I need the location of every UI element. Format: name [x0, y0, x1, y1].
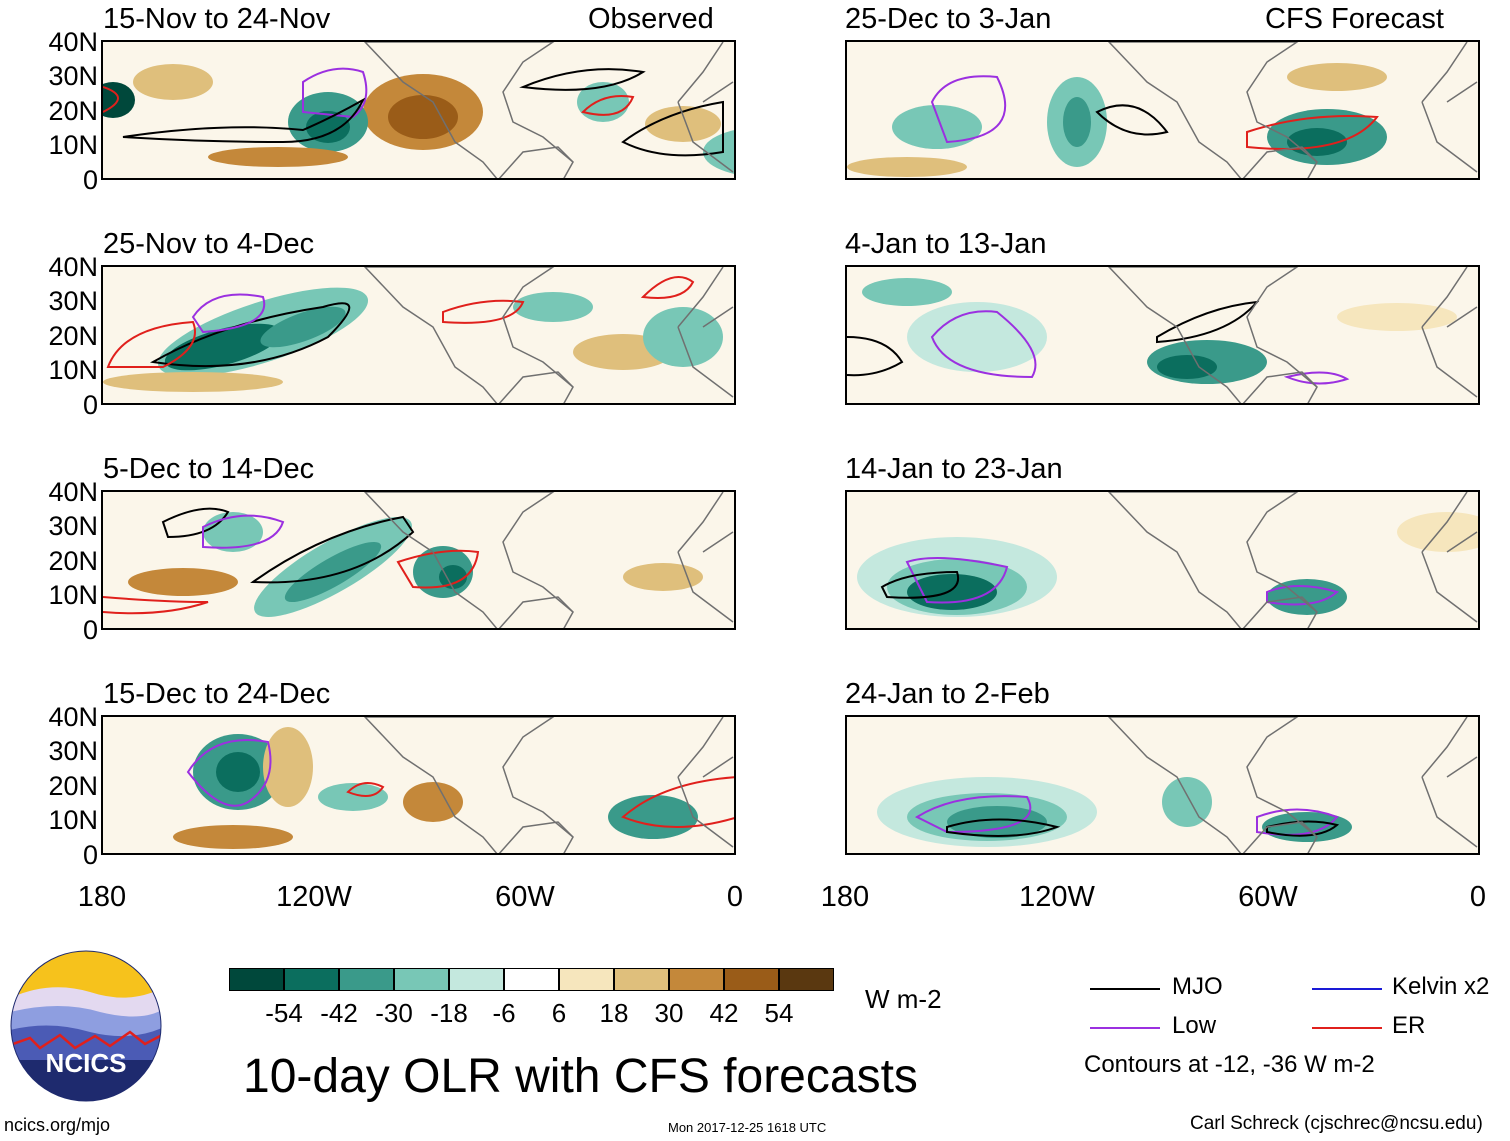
- lon-label-60w-left: 60W: [495, 881, 555, 913]
- colorbar-swatch-3: [394, 968, 449, 991]
- lat-label-r1-4: 0: [82, 165, 98, 195]
- map-panel-right-4: [845, 715, 1480, 855]
- lat-label-r4-1: 30N: [48, 736, 98, 766]
- lat-label-r1-1: 30N: [48, 61, 98, 91]
- logo-text: NCICS: [46, 1048, 127, 1078]
- lat-label-r3-4: 0: [82, 615, 98, 645]
- panel-title-right-4: 24-Jan to 2-Feb: [845, 678, 1050, 710]
- lon-label-120w-right: 120W: [1019, 881, 1095, 913]
- colorbar-label-4: -6: [492, 998, 516, 1028]
- lat-label-r4-0: 40N: [48, 702, 98, 732]
- lat-label-r2-1: 30N: [48, 286, 98, 316]
- panel-title-left-2: 25-Nov to 4-Dec: [103, 228, 315, 260]
- colorbar-swatch-6: [559, 968, 614, 991]
- panel-title-right-3: 14-Jan to 23-Jan: [845, 453, 1063, 485]
- panel-title-right-1: 25-Dec to 3-Jan: [845, 3, 1052, 35]
- lat-label-r3-1: 30N: [48, 511, 98, 541]
- map-panel-left-1: [101, 40, 736, 180]
- lon-label-180-right: 180: [820, 881, 870, 913]
- map-panel-left-4: [101, 715, 736, 855]
- panel-title-left-4: 15-Dec to 24-Dec: [103, 678, 331, 710]
- figure-title: 10-day OLR with CFS forecasts: [243, 1050, 918, 1103]
- legend-label-mjo: MJO: [1172, 973, 1223, 1000]
- lat-label-r3-0: 40N: [48, 477, 98, 507]
- units-label: W m-2: [865, 984, 942, 1014]
- legend-line-low: [1090, 1027, 1160, 1029]
- colorbar-swatch-4: [449, 968, 504, 991]
- lat-label-r2-0: 40N: [48, 252, 98, 282]
- map-panel-right-2: [845, 265, 1480, 405]
- lat-label-r1-0: 40N: [48, 27, 98, 57]
- cfs-forecast-label: CFS Forecast: [1265, 3, 1444, 35]
- timestamp: Mon 2017-12-25 1618 UTC: [668, 1120, 827, 1135]
- legend-line-er: [1312, 1027, 1382, 1029]
- lat-label-r1-3: 10N: [48, 130, 98, 160]
- colorbar-swatch-1: [284, 968, 339, 991]
- lat-label-r4-4: 0: [82, 840, 98, 870]
- lat-label-r2-2: 20N: [48, 321, 98, 351]
- colorbar-label-2: -30: [375, 998, 413, 1028]
- colorbar-swatch-5: [504, 968, 559, 991]
- legend-line-mjo: [1090, 988, 1160, 990]
- panel-title-right-2: 4-Jan to 13-Jan: [845, 228, 1047, 260]
- lat-label-r2-3: 10N: [48, 355, 98, 385]
- panel-title-left-1: 15-Nov to 24-Nov: [103, 3, 331, 35]
- lat-label-r4-2: 20N: [48, 771, 98, 801]
- map-panel-left-2: [101, 265, 736, 405]
- legend-line-kelvin: [1312, 988, 1382, 990]
- colorbar-label-5: 6: [551, 998, 567, 1028]
- colorbar-label-0: -54: [265, 998, 303, 1028]
- legend-label-kelvin: Kelvin x2: [1392, 973, 1490, 1000]
- lat-label-r1-2: 20N: [48, 96, 98, 126]
- contour-note: Contours at -12, -36 W m-2: [1084, 1051, 1375, 1078]
- lat-label-r3-3: 10N: [48, 580, 98, 610]
- map-panel-right-1: [845, 40, 1480, 180]
- colorbar-swatch-10: [779, 968, 834, 991]
- colorbar-label-8: 42: [709, 998, 739, 1028]
- lon-label-60w-right: 60W: [1238, 881, 1298, 913]
- colorbar-swatch-2: [339, 968, 394, 991]
- lat-label-r2-4: 0: [82, 390, 98, 420]
- observed-label: Observed: [588, 3, 714, 35]
- legend-label-er: ER: [1392, 1012, 1426, 1039]
- colorbar-label-3: -18: [430, 998, 468, 1028]
- colorbar-label-1: -42: [320, 998, 358, 1028]
- legend-label-low: Low: [1172, 1012, 1217, 1039]
- colorbar-swatch-8: [669, 968, 724, 991]
- website-link[interactable]: ncics.org/mjo: [4, 1115, 111, 1135]
- map-panel-right-3: [845, 490, 1480, 630]
- colorbar-swatch-7: [614, 968, 669, 991]
- colorbar-swatch-9: [724, 968, 779, 991]
- colorbar-label-7: 30: [654, 998, 684, 1028]
- legend: MJO Kelvin x2 Low ER Contours at -12, -3…: [1080, 970, 1510, 1080]
- lon-label-0-left: 0: [726, 881, 744, 913]
- lon-label-180-left: 180: [77, 881, 127, 913]
- author-credit: Carl Schreck (cjschrec@ncsu.edu): [1190, 1113, 1483, 1134]
- colorbar-swatch-0: [229, 968, 284, 991]
- lat-label-r3-2: 20N: [48, 546, 98, 576]
- lat-label-r4-3: 10N: [48, 805, 98, 835]
- colorbar: -54 -42 -30 -18 -6 6 18 30 42 54: [229, 968, 834, 1028]
- map-panel-left-3: [101, 490, 736, 630]
- ncics-logo: NCICS: [10, 950, 162, 1102]
- colorbar-label-9: 54: [764, 998, 794, 1028]
- lon-label-120w-left: 120W: [276, 881, 352, 913]
- colorbar-label-6: 18: [599, 998, 629, 1028]
- panel-title-left-3: 5-Dec to 14-Dec: [103, 453, 315, 485]
- lon-label-0-right: 0: [1469, 881, 1487, 913]
